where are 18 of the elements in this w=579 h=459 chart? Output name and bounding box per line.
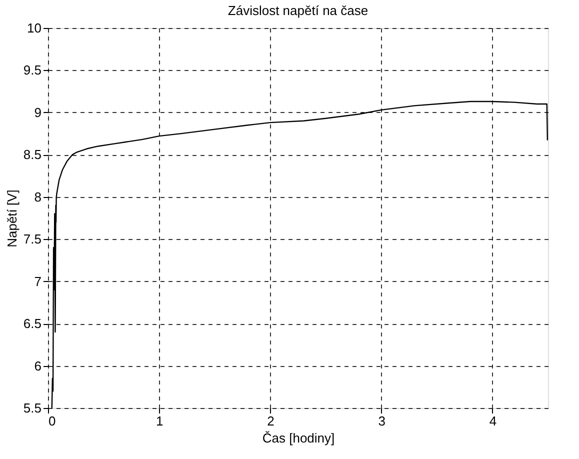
x-tick-label: 0 bbox=[48, 414, 56, 428]
x-tick-label: 1 bbox=[156, 414, 164, 428]
y-tick-label: 6 bbox=[34, 358, 42, 374]
x-tick-label: 4 bbox=[489, 414, 497, 428]
x-tick-label: 2 bbox=[267, 414, 274, 428]
y-tick-label: 8.5 bbox=[23, 147, 42, 162]
x-axis-title: Čas [hodiny] bbox=[262, 430, 335, 446]
y-tick-label: 5.5 bbox=[23, 400, 42, 416]
x-tick-label: 3 bbox=[378, 414, 386, 428]
y-tick-label: 9 bbox=[34, 104, 42, 120]
y-tick-label: 6.5 bbox=[23, 316, 42, 332]
chart-title: Závislost napětí na čase bbox=[228, 3, 368, 18]
y-axis-title: Napětí [V] bbox=[4, 190, 20, 248]
y-tick-label: 7.5 bbox=[23, 232, 42, 247]
y-tick-label: 8 bbox=[34, 189, 42, 204]
y-tick-label: 9.5 bbox=[23, 62, 42, 78]
y-tick-label: 7 bbox=[34, 274, 42, 289]
y-tick-label: 10 bbox=[27, 20, 42, 36]
